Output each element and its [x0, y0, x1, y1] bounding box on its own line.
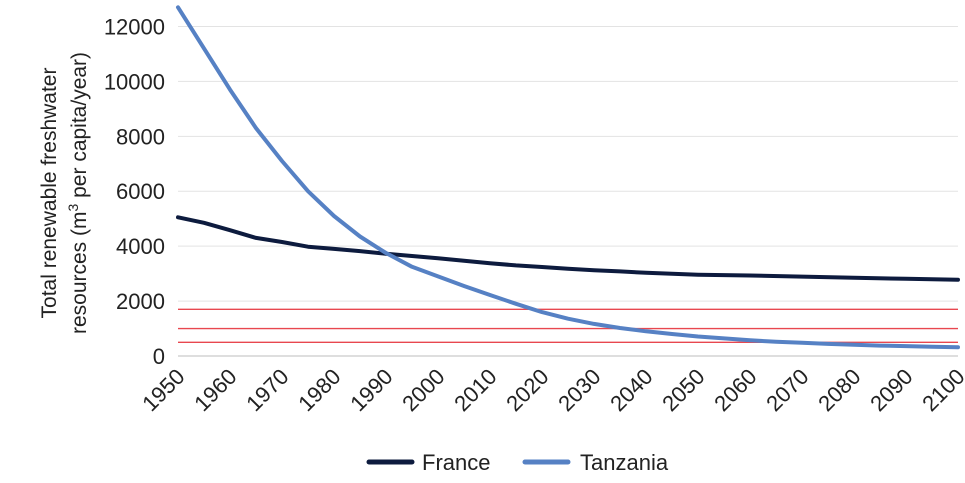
y-axis-label-line1: Total renewable freshwater — [38, 68, 61, 319]
series-line-france — [176, 215, 960, 282]
y-tick-label: 2000 — [116, 289, 165, 314]
y-axis-label-line2-pre: resources (m — [68, 212, 91, 335]
legend-label-tanzania: Tanzania — [580, 450, 669, 475]
x-tick-label: 2100 — [917, 364, 965, 416]
y-axis-label-line2-post: per capita/year) — [68, 52, 91, 204]
legend-label-france: France — [422, 450, 490, 475]
x-tick-label: 2000 — [397, 364, 449, 416]
y-tick-label: 4000 — [116, 234, 165, 259]
x-tick-label: 2030 — [553, 364, 605, 416]
x-tick-label: 1990 — [345, 364, 397, 416]
y-tick-label: 6000 — [116, 179, 165, 204]
x-tick-label: 1980 — [293, 364, 345, 416]
y-tick-labels: 0 2000 4000 6000 8000 10000 12000 — [104, 14, 165, 369]
threshold-lines — [178, 308, 958, 343]
series-line-tanzania — [176, 5, 960, 350]
grid-lines — [178, 25, 958, 357]
x-tick-label: 1970 — [241, 364, 293, 416]
x-tick-label: 1950 — [137, 364, 189, 416]
x-tick-label: 2080 — [813, 364, 865, 416]
x-tick-label: 2090 — [865, 364, 917, 416]
y-axis-label: Total renewable freshwater resources (m3… — [38, 52, 91, 334]
x-tick-label: 2050 — [657, 364, 709, 416]
x-tick-label: 2070 — [761, 364, 813, 416]
y-axis-label-superscript: 3 — [65, 204, 81, 212]
y-tick-label: 12000 — [104, 14, 165, 39]
x-tick-label: 1960 — [189, 364, 241, 416]
legend: France Tanzania — [366, 450, 669, 475]
y-tick-label: 10000 — [104, 69, 165, 94]
x-tick-label: 2020 — [501, 364, 553, 416]
y-tick-label: 0 — [153, 344, 165, 369]
x-tick-label: 2010 — [449, 364, 501, 416]
series-lines — [176, 5, 960, 350]
y-axis-label-line2: resources (m3 per capita/year) — [65, 52, 91, 334]
y-tick-label: 8000 — [116, 124, 165, 149]
x-tick-label: 2040 — [605, 364, 657, 416]
x-tick-labels: 1950 1960 1970 1980 1990 2000 2010 2020 2030 2040… — [137, 364, 965, 416]
x-tick-label: 2060 — [709, 364, 761, 416]
